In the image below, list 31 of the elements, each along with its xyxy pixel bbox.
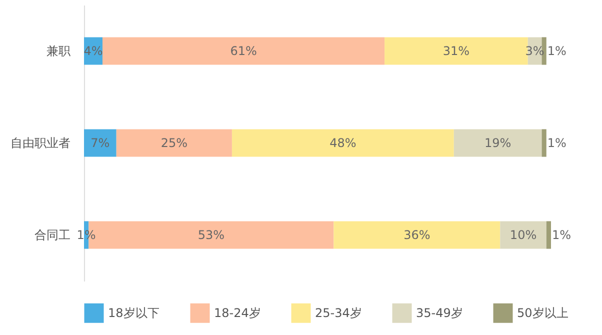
legend-label: 25-34岁 — [315, 306, 362, 320]
legend-label: 18岁以下 — [108, 306, 160, 320]
bar — [384, 37, 528, 65]
bar — [546, 221, 551, 249]
y-tick-label: 兼职 — [46, 44, 70, 58]
bar — [102, 37, 385, 65]
data-label: 1% — [547, 44, 566, 58]
data-label: 61% — [230, 44, 257, 58]
bar — [334, 221, 500, 249]
data-label: 48% — [330, 136, 356, 150]
data-label: 25% — [160, 136, 188, 150]
data-label: 1% — [547, 136, 566, 150]
data-label: 53% — [198, 228, 224, 242]
data-label: 36% — [404, 228, 430, 242]
bar — [116, 129, 232, 157]
legend-label: 18-24岁 — [214, 306, 261, 320]
data-label: 4% — [84, 44, 103, 58]
data-label: 7% — [90, 136, 110, 150]
y-tick-label: 自由职业者 — [10, 136, 70, 150]
data-label: 31% — [442, 44, 470, 58]
legend-label: 35-49岁 — [416, 306, 463, 320]
legend-label: 50岁以上 — [517, 306, 568, 320]
bar — [232, 129, 454, 157]
bar — [84, 129, 116, 157]
data-label: 1% — [552, 228, 572, 242]
bar — [454, 129, 542, 157]
data-label: 10% — [510, 228, 537, 242]
y-tick-label: 合同工 — [34, 228, 70, 242]
bar — [500, 221, 546, 249]
bar — [542, 129, 546, 157]
data-label: 19% — [484, 136, 512, 150]
